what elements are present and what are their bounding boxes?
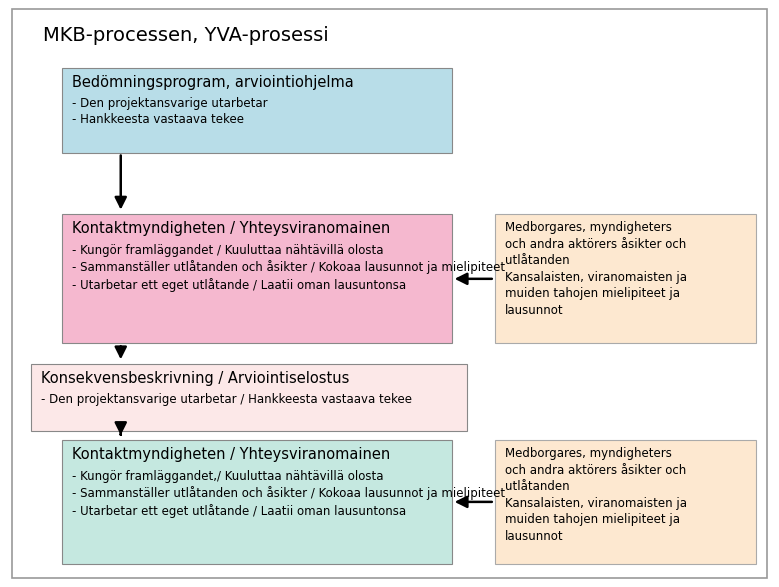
Text: Bedömningsprogram, arviointiohjelma: Bedömningsprogram, arviointiohjelma — [72, 75, 354, 90]
Text: Kontaktmyndigheten / Yhteysviranomainen: Kontaktmyndigheten / Yhteysviranomainen — [72, 447, 391, 463]
Bar — [495, 440, 756, 564]
Bar — [495, 214, 756, 343]
Bar — [62, 68, 452, 153]
Text: - Kungör framläggandet / Kuuluttaa nähtävillä olosta
- Sammanställer utlåtanden : - Kungör framläggandet / Kuuluttaa nähtä… — [72, 244, 506, 292]
Text: Medborgares, myndigheters
och andra aktörers åsikter och
utlåtanden
Kansalaisten: Medborgares, myndigheters och andra aktö… — [505, 221, 687, 317]
Text: MKB-processen, YVA-prosessi: MKB-processen, YVA-prosessi — [43, 26, 329, 45]
Text: Medborgares, myndigheters
och andra aktörers åsikter och
utlåtanden
Kansalaisten: Medborgares, myndigheters och andra aktö… — [505, 447, 687, 543]
Text: - Kungör framläggandet,/ Kuuluttaa nähtävillä olosta
- Sammanställer utlåtanden : - Kungör framläggandet,/ Kuuluttaa nähtä… — [72, 470, 506, 518]
Text: Kontaktmyndigheten / Yhteysviranomainen: Kontaktmyndigheten / Yhteysviranomainen — [72, 221, 391, 237]
Text: Konsekvensbeskrivning / Arviointiselostus: Konsekvensbeskrivning / Arviointiselostu… — [41, 371, 350, 386]
Text: - Den projektansvarige utarbetar / Hankkeesta vastaava tekee: - Den projektansvarige utarbetar / Hankk… — [41, 393, 412, 406]
Bar — [62, 214, 452, 343]
Bar — [31, 364, 467, 431]
Bar — [62, 440, 452, 564]
Text: - Den projektansvarige utarbetar
- Hankkeesta vastaava tekee: - Den projektansvarige utarbetar - Hankk… — [72, 97, 268, 126]
